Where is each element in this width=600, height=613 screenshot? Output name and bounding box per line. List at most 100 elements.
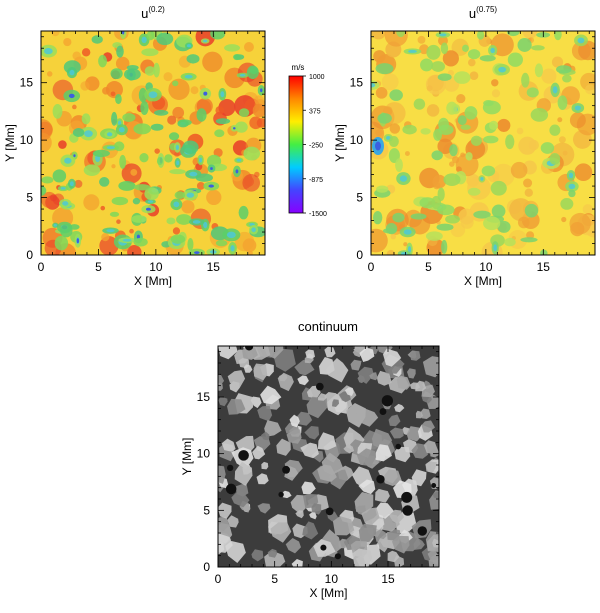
granule-cell [431,195,442,210]
granule [231,489,250,508]
granule-cell [392,212,405,223]
granule-cell [52,169,67,183]
y-axis-label: Y [Mm] [333,124,347,162]
granule-cell [410,213,427,220]
granule-cell [233,54,241,61]
granule-cell [437,204,455,216]
granule [251,549,264,562]
granule-cell [437,73,452,81]
granule [427,551,439,561]
strong-upflow [260,88,263,93]
flow-patch [115,56,130,71]
granule [321,452,344,476]
strong-upflow [145,207,151,211]
flow-patch [111,164,116,169]
flow-patch [510,161,528,179]
flow-patch [516,127,524,135]
granule-core [106,229,115,233]
heatmap-3 [218,346,439,567]
granule-cell [215,239,228,247]
granule-core [60,186,66,190]
flow-patch [41,119,53,141]
granule-cell [144,66,156,76]
y-tick-label: 5 [203,503,210,517]
granule-core [498,66,507,73]
y-tick-label: 15 [350,76,364,90]
granule-core [371,82,376,88]
granule [425,461,437,473]
granule [332,516,355,536]
flow-patch [242,238,257,253]
granule-cell [111,111,118,126]
granule-cell [224,44,241,52]
granule-cell [132,197,141,205]
granule [369,372,378,381]
granule-cell [172,80,179,87]
granule [356,407,379,427]
granule-cell [556,65,572,74]
y-tick-label: 0 [356,248,363,262]
granule [430,448,439,458]
granule-cell [156,157,164,166]
granule-cell [470,135,482,146]
colorbar-gradient [288,75,304,214]
flow-patch [497,118,511,132]
granule-cell [238,108,250,117]
granule [358,523,377,543]
granule-cell [431,150,443,161]
granule-cell [413,98,426,110]
chart-title: u(0.75) [469,5,497,21]
granule [374,529,387,542]
granule-cell [506,31,520,37]
granule-cell [560,198,574,210]
flow-patch [455,166,462,173]
flow-patch [562,150,568,156]
granule-cell [540,142,555,154]
granule [297,375,309,386]
granule-cell [196,108,207,122]
granule-core [192,220,201,224]
granule-cell [420,128,431,135]
granule-cell [187,237,194,251]
flow-patch [585,84,595,95]
flow-patch [83,194,100,211]
flow-patch [116,219,121,224]
y-tick-label: 15 [197,390,211,404]
granule [218,346,238,360]
intergranular-dark [395,443,402,450]
granule [411,443,428,459]
granule-cell [238,205,249,220]
granule [289,414,300,428]
granule [358,479,376,495]
flow-patch [254,95,264,105]
granule-cell [521,72,530,88]
granule-cell [402,124,417,135]
granule [332,399,339,407]
intergranular-dark [325,507,334,516]
granule [218,533,233,553]
strong-upflow [76,238,79,244]
granule [218,396,228,407]
flow-patch [449,161,455,167]
flow-patch [172,106,185,119]
granule-cell [476,31,485,40]
flow-patch [249,116,262,130]
granule [432,491,439,499]
granule [377,346,393,355]
granule [376,370,392,386]
granule [387,550,400,563]
granule [375,488,390,503]
granule-core [148,91,158,99]
granule [356,448,377,467]
flow-patch [442,50,459,67]
y-axis-label: Y [Mm] [180,438,194,476]
intergranular-dark [278,491,284,498]
colorbar-tick-label: -250 [309,143,323,150]
granule [389,427,404,439]
chart-title-superscript: (0.75) [476,5,497,14]
heatmap-1 [41,31,265,255]
strong-upflow-core [375,141,381,151]
flow-patch [426,104,440,117]
granule-cell [526,87,539,98]
flow-patch [49,194,58,202]
